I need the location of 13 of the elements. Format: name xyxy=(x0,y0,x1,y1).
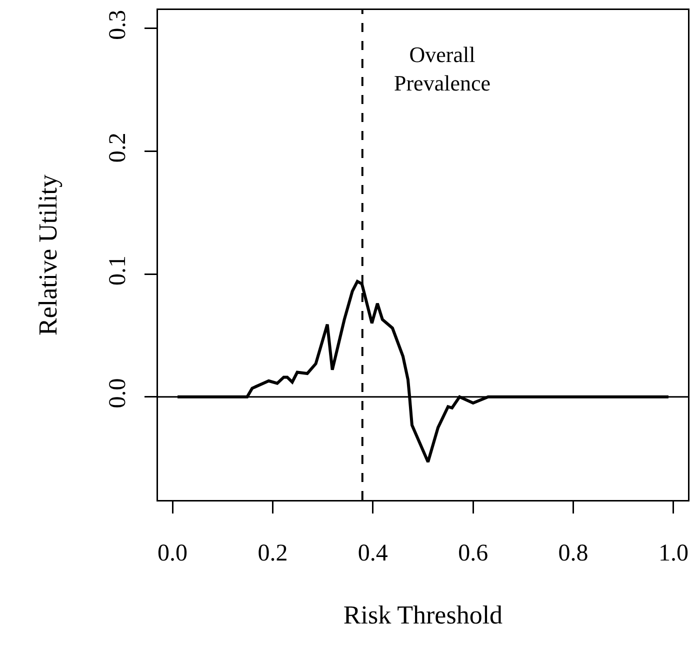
x-tick-label: 0.0 xyxy=(158,540,188,566)
y-tick-label: 0.3 xyxy=(104,10,131,40)
ref-line-label: Overall Prevalence xyxy=(394,42,490,96)
x-tick-label: 0.8 xyxy=(558,540,588,566)
x-axis-title: Risk Threshold xyxy=(343,600,503,630)
x-tick-label: 0.4 xyxy=(358,540,388,566)
y-axis-title: Relative Utility xyxy=(34,174,63,336)
y-tick-label: 0.0 xyxy=(104,378,131,408)
y-tick-label: 0.1 xyxy=(104,255,131,286)
x-tick-label: 0.2 xyxy=(258,540,288,566)
x-tick-label: 0.6 xyxy=(458,540,488,566)
x-tick-label: 1.0 xyxy=(658,540,688,566)
y-tick-label: 0.2 xyxy=(104,132,131,163)
